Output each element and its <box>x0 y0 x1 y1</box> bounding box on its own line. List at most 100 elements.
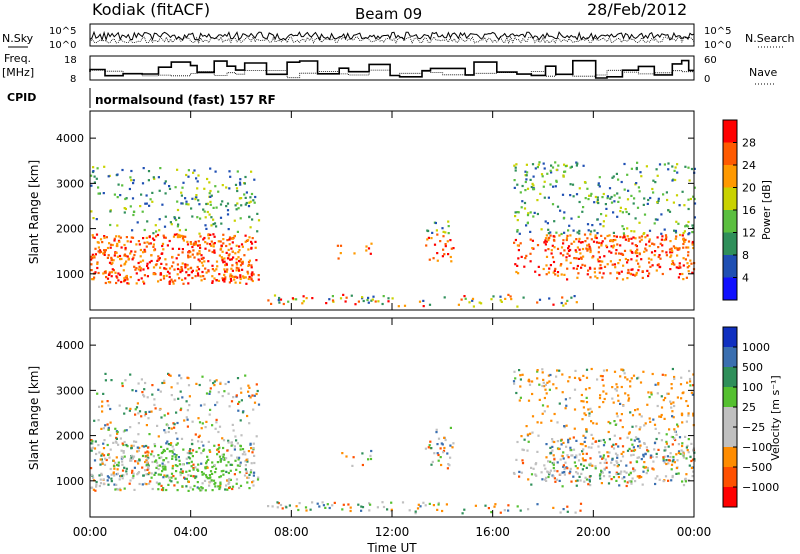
colorbar-segment <box>723 187 737 211</box>
cpid-value: normalsound (fast) 157 RF <box>95 93 276 107</box>
echo-cell <box>225 244 228 248</box>
echo-cell <box>237 207 240 210</box>
echo-cell <box>564 398 567 401</box>
echo-cell <box>146 275 149 278</box>
echo-cell <box>206 466 209 469</box>
echo-cell <box>535 462 538 465</box>
echo-cell <box>570 165 573 168</box>
echo-cell <box>687 198 690 201</box>
echo-cell <box>646 234 649 237</box>
echo-cell <box>244 240 247 243</box>
echo-cell <box>191 449 195 452</box>
echo-cell <box>536 212 539 216</box>
echo-cell <box>175 411 178 414</box>
echo-cell <box>631 414 635 417</box>
echo-cell <box>599 223 602 226</box>
echo-cell <box>184 235 187 238</box>
echo-cell <box>192 468 195 471</box>
echo-cell <box>589 233 592 236</box>
echo-cell <box>168 479 172 482</box>
echo-cell <box>601 378 604 381</box>
echo-cell <box>142 268 145 271</box>
echo-cell <box>586 237 589 240</box>
echo-cell <box>197 244 200 247</box>
echo-cell <box>277 299 280 302</box>
echo-cell <box>251 481 254 484</box>
echo-cell <box>503 509 506 512</box>
echo-cell <box>585 396 588 399</box>
echo-cell <box>551 244 554 247</box>
echo-cell <box>230 463 234 466</box>
echo-cell <box>188 449 191 453</box>
echo-cell <box>226 209 230 212</box>
echo-cell <box>205 271 208 274</box>
echo-cell <box>562 239 565 242</box>
echo-cell <box>104 249 107 252</box>
echo-cell <box>638 240 642 243</box>
echo-cell <box>326 503 329 506</box>
echo-cell <box>634 480 637 483</box>
echo-cell <box>597 182 600 185</box>
echo-cell <box>137 462 140 465</box>
echo-cell <box>468 301 471 304</box>
echo-cell <box>401 501 405 504</box>
echo-cell <box>632 273 635 276</box>
echo-cell <box>285 506 288 509</box>
echo-cell <box>150 453 153 456</box>
echo-cell <box>665 459 668 462</box>
echo-cell <box>599 394 602 397</box>
echo-cell <box>225 464 228 467</box>
echo-cell <box>117 461 120 464</box>
echo-cell <box>546 381 549 384</box>
echo-cell <box>677 222 680 225</box>
colorbar-segment <box>723 347 737 368</box>
echo-cell <box>673 436 676 440</box>
echo-cell <box>185 271 188 274</box>
echo-cell <box>162 448 165 452</box>
echo-cell <box>529 432 532 435</box>
echo-cell <box>170 472 174 475</box>
echo-cell <box>222 238 225 241</box>
echo-cell <box>154 460 157 463</box>
echo-cell <box>336 244 339 247</box>
echo-cell <box>638 475 641 478</box>
echo-cell <box>223 257 226 260</box>
echo-cell <box>692 373 695 376</box>
echo-cell <box>125 407 128 410</box>
echo-cell <box>591 224 594 227</box>
echo-cell <box>608 471 611 474</box>
echo-cell <box>325 302 328 305</box>
echo-cell <box>626 227 629 230</box>
echo-cell <box>247 264 250 267</box>
echo-cell <box>175 458 178 461</box>
echo-cell <box>617 200 620 203</box>
echo-cell <box>444 231 447 234</box>
echo-cell <box>648 240 651 243</box>
echo-cell <box>142 237 145 240</box>
echo-cell <box>250 192 254 196</box>
echo-cell <box>553 458 556 461</box>
echo-cell <box>631 443 634 446</box>
echo-cell <box>536 503 539 506</box>
echo-cell <box>575 238 578 241</box>
echo-cell <box>202 275 205 278</box>
echo-cell <box>225 484 228 487</box>
echo-cell <box>148 471 151 474</box>
echo-cell <box>662 193 665 196</box>
echo-cell <box>619 244 622 247</box>
echo-cell <box>670 383 673 386</box>
echo-cell <box>141 454 145 458</box>
echo-cell <box>153 249 156 252</box>
echo-cell <box>122 451 125 454</box>
echo-cell <box>144 412 148 415</box>
echo-cell <box>115 275 118 278</box>
echo-cell <box>185 457 188 460</box>
echo-cell <box>543 385 546 388</box>
echo-cell <box>565 238 568 242</box>
echo-cell <box>668 210 672 213</box>
echo-cell <box>660 395 663 398</box>
echo-cell <box>632 467 635 470</box>
echo-cell <box>219 203 223 206</box>
echo-cell <box>121 382 124 385</box>
echo-cell <box>627 212 631 216</box>
